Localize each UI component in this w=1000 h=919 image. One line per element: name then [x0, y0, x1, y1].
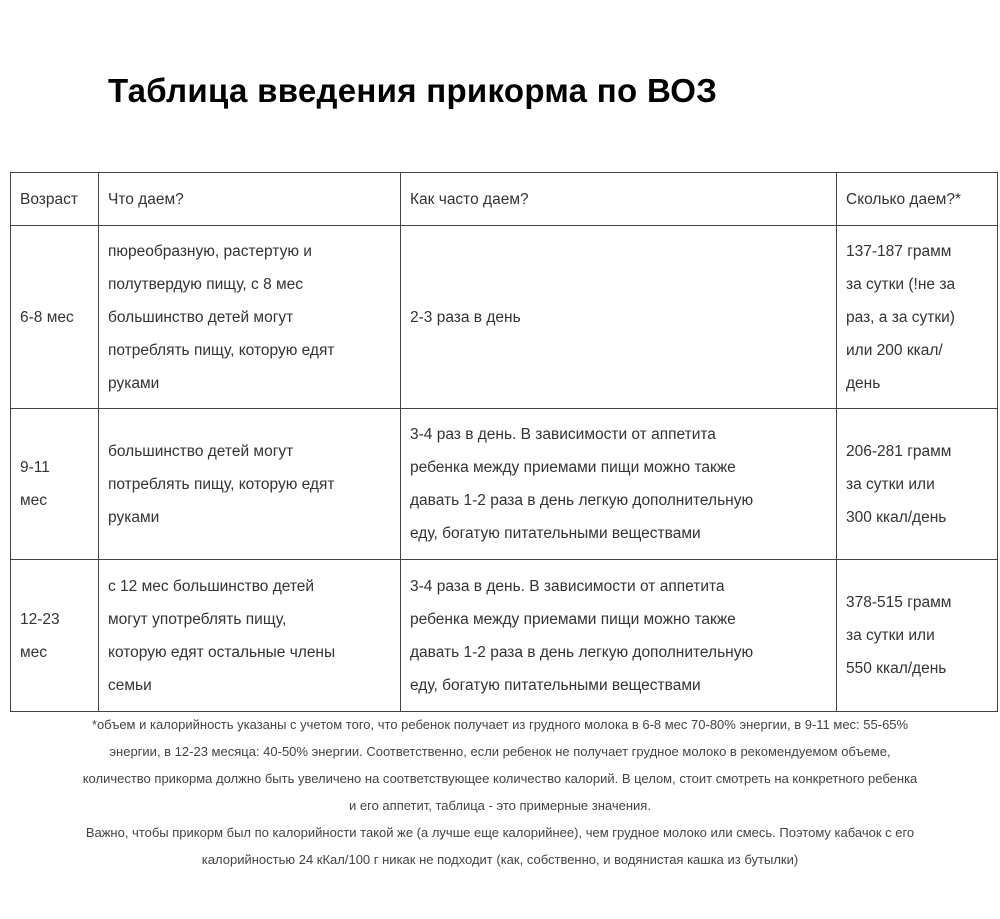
cell-line: 9-11 — [20, 459, 50, 476]
header-how-much: Сколько даем?* — [836, 172, 998, 226]
cell-line: 550 ккал/день — [846, 660, 947, 677]
cell-line: 12-23 — [20, 610, 60, 628]
cell-line: 6-8 мес — [20, 308, 74, 326]
table-row: 12-23 мес с 12 мес большинство детей могут… — [10, 559, 998, 712]
cell-line: еду, богатую питательными веществами — [410, 676, 701, 694]
cell-how-often: 3-4 раза в день. В зависимости от аппети… — [400, 559, 837, 712]
header-how-often: Как часто даем? — [400, 172, 837, 226]
cell-age: 9-11 мес — [10, 408, 99, 560]
cell-line: еду, богатую питательными веществами — [410, 525, 701, 542]
header-what: Что даем? — [98, 172, 401, 226]
cell-line: семьи — [108, 676, 152, 694]
cell-line: за сутки или — [846, 475, 935, 493]
cell-line: большинство детей могут — [108, 308, 294, 326]
footnotes: *объем и калорийность указаны с учетом т… — [0, 711, 1000, 873]
cell-how-often: 2-3 раза в день — [400, 225, 837, 409]
cell-what: большинство детей могут потреблять пищу, … — [98, 408, 401, 560]
cell-line: мес — [20, 492, 48, 509]
cell-line: 137-187 грамм — [846, 242, 952, 260]
page-title: Таблица введения прикорма по ВОЗ — [108, 72, 718, 109]
footnote-line: и его аппетит, таблица - это примерные з… — [349, 798, 651, 813]
table-row: 9-11 мес большинство детей могут потреблят… — [10, 408, 998, 560]
cell-how-often: 3-4 раз в день. В зависимости от аппетит… — [400, 408, 837, 560]
cell-line: за сутки или — [846, 627, 935, 644]
cell-line: раз, а за сутки) — [846, 308, 955, 326]
cell-line: с 12 мес большинство детей — [108, 577, 315, 595]
footnote-line: калорийностью 24 кКал/100 г никак не под… — [201, 852, 799, 867]
cell-line: 300 ккал/день — [846, 508, 947, 526]
header-age: Возраст — [10, 172, 99, 226]
cell-line: мес — [20, 643, 48, 661]
cell-line: ребенка между приемами пищи можно также — [410, 610, 736, 628]
cell-line: 206-281 грамм — [846, 442, 952, 460]
feeding-table: Возраст Что даем? Как часто даем? Скольк… — [10, 172, 998, 712]
cell-line: которую едят остальные члены — [108, 643, 336, 661]
cell-line: 3-4 раза в день. В зависимости от аппети… — [410, 577, 725, 595]
footnote-line: количество прикорма должно быть увеличен… — [82, 771, 918, 786]
cell-line: давать 1-2 раза в день легкую дополнител… — [410, 643, 754, 661]
table-row: 6-8 мес пюреобразную, растертую и полутве… — [10, 225, 998, 409]
cell-line: руками — [108, 374, 160, 392]
cell-line: давать 1-2 раза в день легкую дополнител… — [410, 492, 754, 509]
cell-line: потреблять пищу, которую едят — [108, 475, 335, 493]
footnote-line: *объем и калорийность указаны с учетом т… — [91, 717, 909, 732]
cell-line: руками — [108, 508, 160, 526]
footnote-line: Важно, чтобы прикорм был по калорийности… — [85, 825, 915, 840]
cell-line: пюреобразную, растертую и — [108, 242, 312, 260]
cell-age: 6-8 мес — [10, 225, 99, 409]
cell-line: 3-4 раз в день. В зависимости от аппетит… — [410, 426, 716, 443]
cell-age: 12-23 мес — [10, 559, 99, 712]
cell-line: ребенка между приемами пищи можно также — [410, 459, 736, 476]
cell-line: 2-3 раза в день — [410, 308, 521, 326]
cell-how-much: 206-281 грамм за сутки или 300 ккал/день — [836, 408, 998, 560]
cell-what: пюреобразную, растертую и полутвердую пищ… — [98, 225, 401, 409]
table-header-row: Возраст Что даем? Как часто даем? Скольк… — [10, 172, 998, 226]
cell-what: с 12 мес большинство детей могут употребл… — [98, 559, 401, 712]
cell-how-much: 378-515 грамм за сутки или 550 ккал/день — [836, 559, 998, 712]
cell-line: потреблять пищу, которую едят — [108, 341, 335, 359]
cell-line: 378-515 грамм — [846, 594, 952, 611]
cell-line: большинство детей могут — [108, 442, 294, 460]
cell-how-much: 137-187 грамм за сутки (!не за раз, а за с… — [836, 225, 998, 409]
cell-line: полутвердую пищу, с 8 мес — [108, 275, 304, 293]
cell-line: или 200 ккал/ — [846, 341, 943, 359]
footnote-line: энергии, в 12-23 месяца: 40-50% энергии.… — [109, 744, 891, 759]
cell-line: за сутки (!не за — [846, 275, 956, 293]
cell-line: день — [846, 374, 881, 392]
cell-line: могут употреблять пищу, — [108, 610, 287, 628]
